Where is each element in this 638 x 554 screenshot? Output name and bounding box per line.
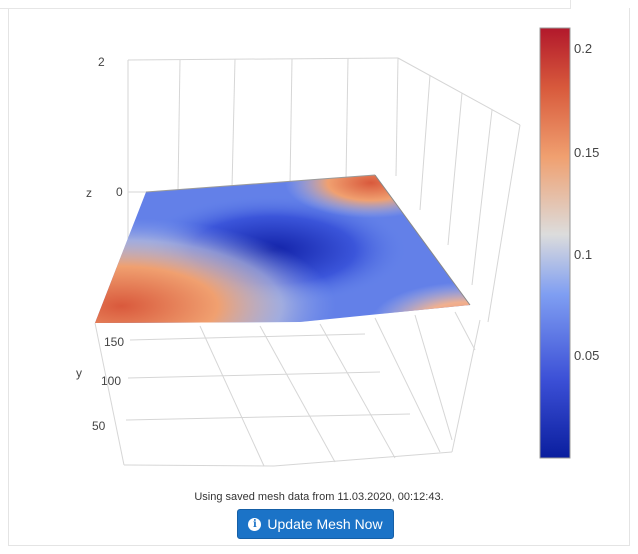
info-circle-icon: i xyxy=(248,517,262,531)
y-axis-label: y xyxy=(76,366,82,380)
y-tick-50: 50 xyxy=(92,419,106,433)
y-tick-100: 100 xyxy=(101,374,121,388)
panel-corner xyxy=(570,0,571,9)
z-axis: z 2 0 xyxy=(86,55,123,200)
grid-lines xyxy=(94,57,521,467)
z-tick-2: 2 xyxy=(98,55,105,69)
z-tick-0: 0 xyxy=(116,185,123,199)
y-tick-150: 150 xyxy=(104,335,124,349)
colorbar-tick-0.15: 0.15 xyxy=(574,145,599,160)
update-mesh-button[interactable]: i Update Mesh Now xyxy=(237,509,394,539)
colorbar: 0.2 0.15 0.1 0.05 xyxy=(539,27,599,459)
panel-top-border xyxy=(0,8,570,9)
colorbar-gradient xyxy=(539,27,571,459)
z-axis-label: z xyxy=(86,186,92,200)
colorbar-tick-0.2: 0.2 xyxy=(574,41,592,56)
mesh-status-text: Using saved mesh data from 11.03.2020, 0… xyxy=(194,491,444,503)
update-mesh-label: Update Mesh Now xyxy=(267,516,383,532)
colorbar-tick-0.1: 0.1 xyxy=(574,247,592,262)
colorbar-tick-0.05: 0.05 xyxy=(574,348,599,363)
mesh-surface xyxy=(95,174,471,323)
y-axis: y 150 100 50 xyxy=(76,335,124,433)
